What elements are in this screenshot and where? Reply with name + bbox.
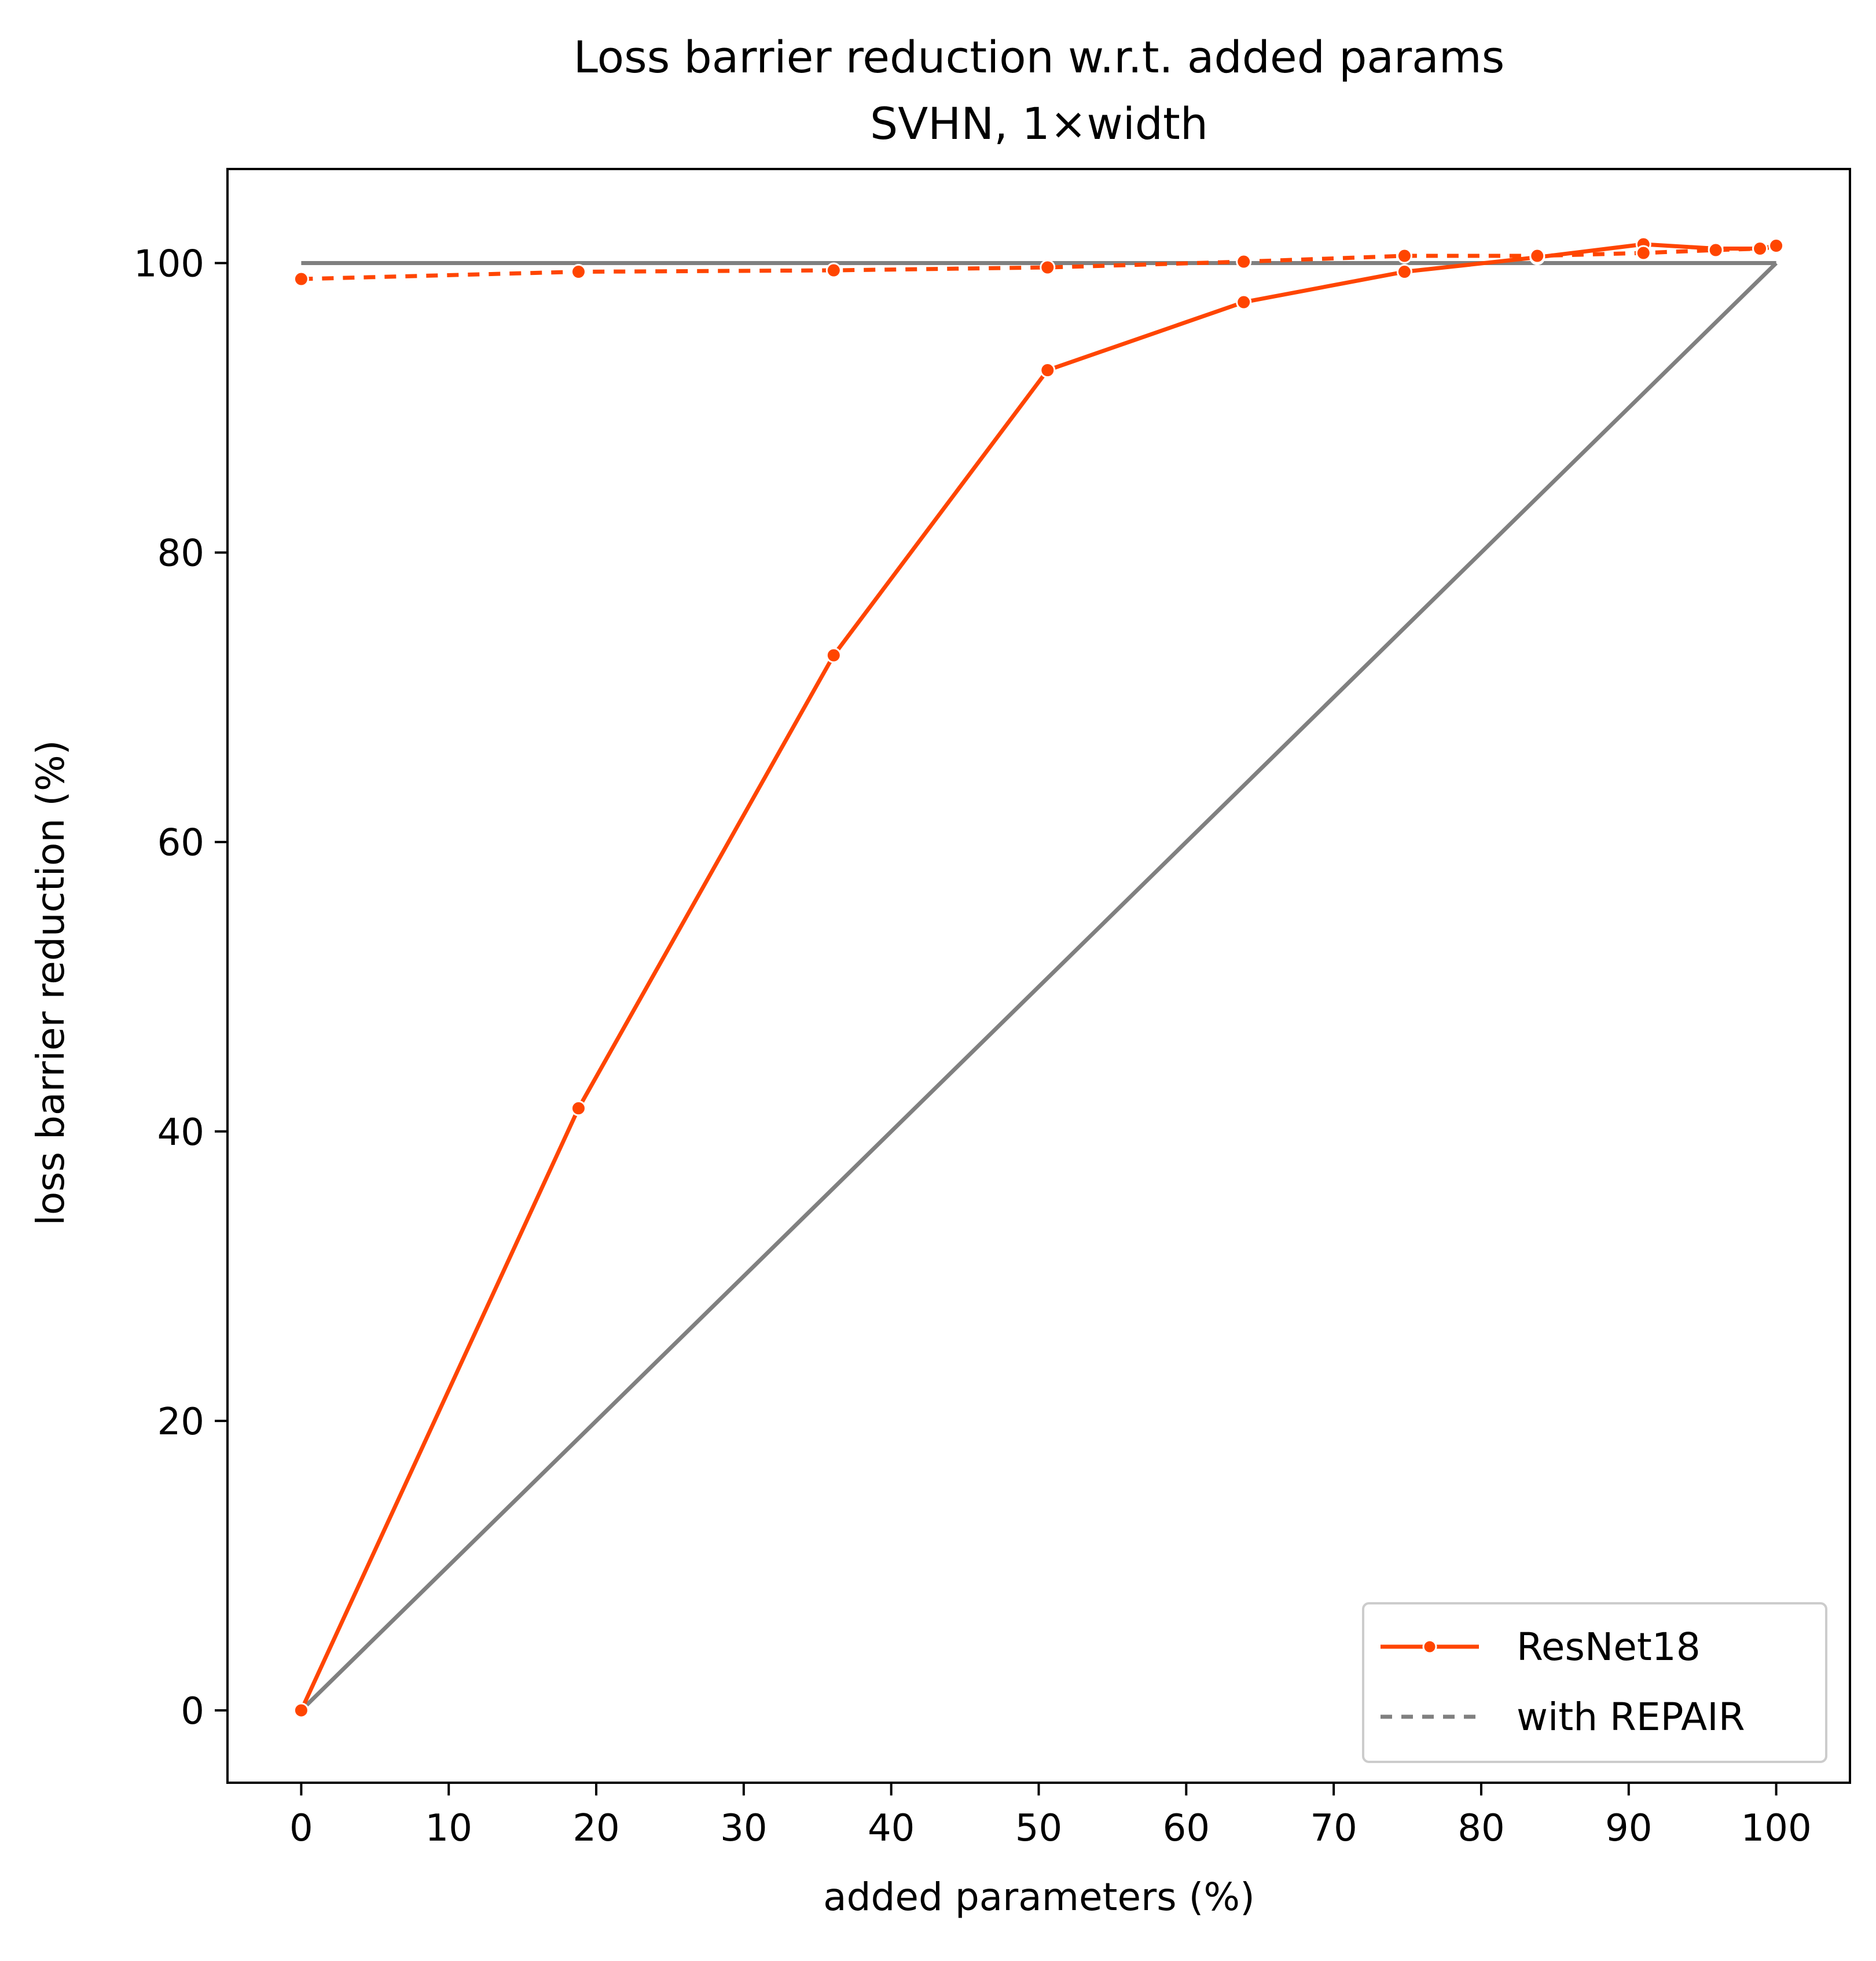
series-1-point-10 (1768, 238, 1785, 254)
series-0-point-2 (825, 647, 842, 663)
legend-box (1362, 1602, 1827, 1763)
legend-resnet18-marker (1422, 1639, 1437, 1654)
y-tick-label-1: 20 (157, 1401, 204, 1444)
series-line-1 (301, 244, 1777, 281)
y-tick-label-3: 60 (157, 822, 204, 865)
series-1-point-3 (1040, 259, 1056, 276)
x-tick-label-6: 60 (1163, 1807, 1210, 1850)
series-0-point-4 (1236, 294, 1252, 310)
x-tick-label-7: 70 (1310, 1807, 1357, 1850)
x-tick-label-9: 90 (1605, 1807, 1652, 1850)
chart-title: Loss barrier reduction w.r.t. added para… (574, 31, 1505, 83)
legend-label-repair: with REPAIR (1517, 1695, 1745, 1739)
x-axis-label: added parameters (%) (823, 1875, 1255, 1919)
series-1-point-6 (1529, 248, 1545, 264)
series-1-point-8 (1708, 242, 1724, 258)
axes: 0 10 20 30 40 50 60 70 80 90 100 0 20 40 60 80 100 (134, 168, 1851, 1850)
y-axis-label: loss barrier reduction (%) (28, 740, 73, 1226)
x-tick-label-4: 40 (868, 1807, 915, 1850)
series-1-point-5 (1396, 248, 1412, 264)
series-0-point-1 (570, 1100, 586, 1117)
legend-label-resnet18: ResNet18 (1517, 1625, 1701, 1669)
x-tick-label-5: 50 (1015, 1807, 1062, 1850)
y-tick-label-2: 40 (157, 1111, 204, 1154)
plot-area (293, 236, 1785, 1718)
x-tick-label-1: 10 (425, 1807, 472, 1850)
legend: ResNet18 with REPAIR (1362, 1602, 1827, 1763)
y-tick-label-5: 100 (134, 243, 204, 286)
series-1-point-0 (293, 271, 309, 287)
x-tick-label-3: 30 (720, 1807, 767, 1850)
series-1-point-2 (825, 262, 842, 278)
series-1-point-9 (1752, 241, 1768, 257)
chart-subtitle: SVHN, 1×width (870, 98, 1208, 149)
x-tick-label-0: 0 (289, 1807, 313, 1850)
reference-line-1 (299, 262, 1778, 1712)
series-1-point-7 (1635, 245, 1651, 261)
y-tick-label-0: 0 (181, 1690, 204, 1733)
series-1-point-1 (570, 264, 586, 280)
x-tick-label-8: 80 (1458, 1807, 1504, 1850)
series-0-point-3 (1040, 362, 1056, 379)
series-0-point-0 (293, 1702, 309, 1718)
x-tick-label-2: 20 (572, 1807, 619, 1850)
series-1-point-4 (1236, 254, 1252, 270)
x-tick-label-10: 100 (1741, 1807, 1812, 1850)
series-0-point-5 (1396, 264, 1412, 280)
y-tick-label-4: 80 (157, 533, 204, 575)
